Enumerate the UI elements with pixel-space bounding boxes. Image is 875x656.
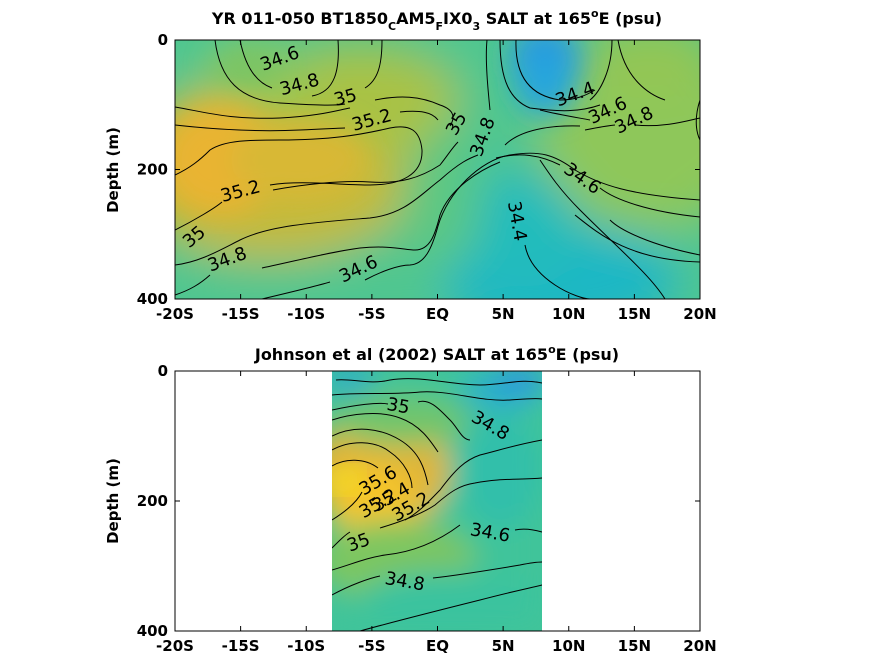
bottom-y-tick-label: 0 [158,362,168,380]
bottom-x-tick-label: 20N [683,637,716,655]
bottom-y-tick-label: 200 [137,492,168,510]
top-x-tick-label: -15S [222,305,260,323]
top-x-tick-label: 20N [683,305,716,323]
bottom-x-tick-label: -5S [358,637,385,655]
top-x-tick-label: 15N [618,305,651,323]
top-x-tick-label: -5S [358,305,385,323]
top-y-tick-label: 200 [137,161,168,179]
bottom-x-tick-label: 5N [492,637,515,655]
bottom-ylabel: Depth (m) [104,458,122,544]
top-x-tick-label: -20S [156,305,194,323]
top-title: YR 011-050 BT1850CAM5FIX03 SALT at 165oE… [211,7,662,33]
top-y-tick-label: 400 [137,290,168,308]
top-panel: YR 011-050 BT1850CAM5FIX03 SALT at 165oE… [104,7,717,323]
bottom-panel: Johnson et al (2002) SALT at 165oE (psu) [104,343,717,655]
top-ylabel: Depth (m) [104,127,122,213]
bottom-x-tick-label: -15S [222,637,260,655]
top-x-tick-label: 10N [552,305,585,323]
top-salinity-field [175,40,700,299]
bottom-contour-lines [332,378,542,631]
bottom-x-tick-label: EQ [426,637,449,655]
top-x-tick-label: 5N [492,305,515,323]
top-axis-ticks: -20S -15S -10S -5S EQ 5N 10N 15N 20N 0 200 400 [137,31,717,323]
bottom-title: Johnson et al (2002) SALT at 165oE (psu) [254,343,619,364]
bottom-x-tick-label: -10S [287,637,325,655]
bottom-axis-ticks: -20S -15S -10S -5S EQ 5N 10N 15N 20N 0 200 400 [137,362,717,655]
bottom-salinity-field [332,371,542,631]
top-y-tick-label: 0 [158,31,168,49]
top-x-tick-label: -10S [287,305,325,323]
top-contour-lines [175,40,700,299]
top-x-tick-label: EQ [426,305,449,323]
bottom-x-tick-label: 10N [552,637,585,655]
bottom-x-tick-label: -20S [156,637,194,655]
bottom-x-tick-label: 15N [618,637,651,655]
bottom-y-tick-label: 400 [137,622,168,640]
bottom-contour-label: 35 [385,394,411,419]
